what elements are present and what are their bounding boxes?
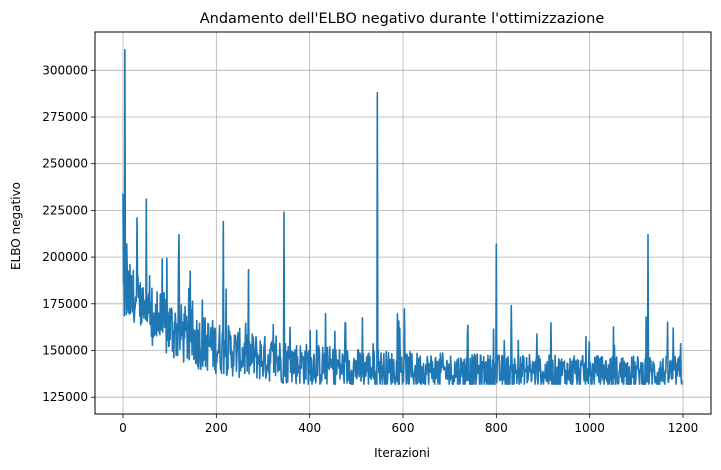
y-tick-label: 275000 <box>42 110 88 124</box>
series-group <box>122 48 684 385</box>
y-tick-label: 150000 <box>42 343 88 357</box>
y-tick-label: 175000 <box>42 297 88 311</box>
y-axis-label: ELBO negativo <box>9 182 23 270</box>
x-tick-label: 600 <box>392 421 415 435</box>
x-tick-label: 1200 <box>668 421 699 435</box>
x-tick-label: 200 <box>205 421 228 435</box>
x-tick-label: 1000 <box>574 421 605 435</box>
elbo-series-line <box>122 48 684 385</box>
x-tick-label: 0 <box>119 421 127 435</box>
chart-title: Andamento dell'ELBO negativo durante l'o… <box>200 11 605 27</box>
y-tick-label: 300000 <box>42 63 88 77</box>
x-axis-label: Iterazioni <box>374 446 430 460</box>
x-tick-label: 800 <box>485 421 508 435</box>
y-tick-label: 250000 <box>42 157 88 171</box>
y-tick-label: 225000 <box>42 203 88 217</box>
x-tick-label: 400 <box>298 421 321 435</box>
y-tick-label: 200000 <box>42 250 88 264</box>
y-tick-label: 125000 <box>42 390 88 404</box>
x-axis-ticks: 0 200 400 600 800 1000 1200 <box>119 414 698 435</box>
y-axis-ticks: 125000 150000 175000 200000 225000 250000 2750… <box>42 63 95 404</box>
